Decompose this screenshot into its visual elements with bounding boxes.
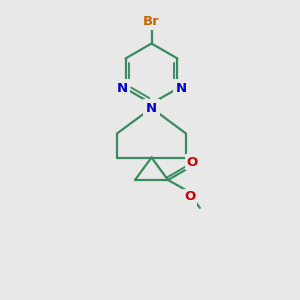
Text: O: O <box>184 190 196 203</box>
Text: O: O <box>186 156 198 169</box>
Text: N: N <box>146 101 157 115</box>
Text: N: N <box>176 82 187 95</box>
Text: N: N <box>116 82 128 95</box>
Text: Br: Br <box>143 15 160 28</box>
